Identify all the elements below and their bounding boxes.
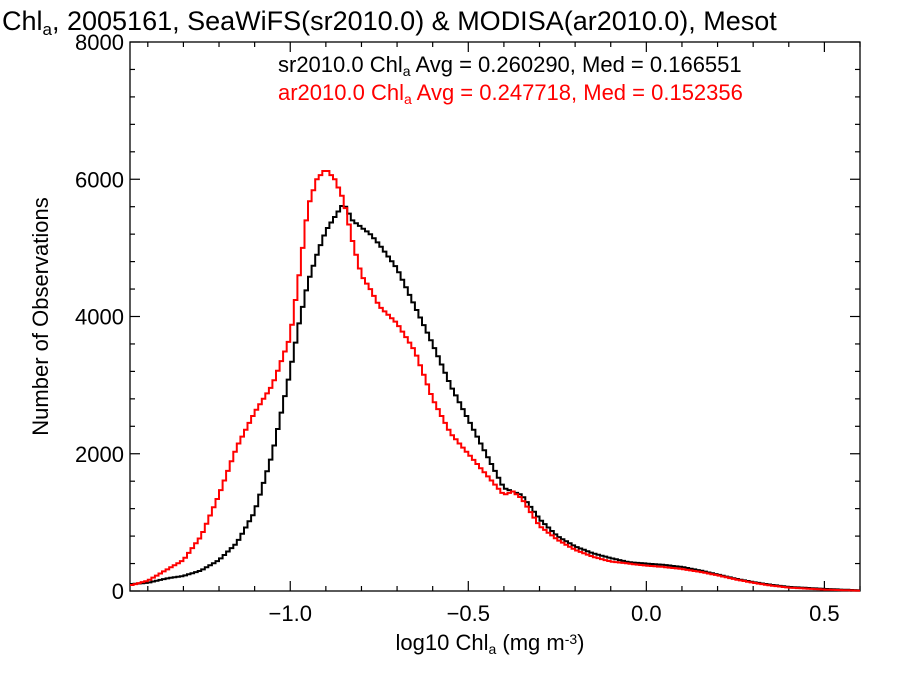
- series-line-ar2010.0: [130, 170, 860, 592]
- y-tick-label: 0: [112, 579, 124, 604]
- text-part: ar2010.0 Chl: [278, 80, 404, 105]
- text-part: Avg = 0.260290, Med = 0.166551: [411, 52, 742, 77]
- text-part: a: [488, 641, 496, 657]
- series-line-sr2010.0: [130, 205, 860, 592]
- y-tick-label: 8000: [75, 30, 124, 55]
- y-tick-label: 4000: [75, 305, 124, 330]
- text-part: , 2005161, SeaWiFS(sr2010.0) & MODISA(ar…: [52, 6, 777, 36]
- text-part: Avg = 0.247718, Med = 0.152356: [412, 80, 743, 105]
- x-tick-label: 0.0: [631, 601, 662, 626]
- text-part: a: [404, 91, 412, 107]
- y-axis: 0 2000 4000 6000 8000: [75, 30, 860, 604]
- x-tick-label: −0.5: [447, 601, 490, 626]
- text-part: a: [403, 63, 411, 79]
- text-part: -3: [565, 631, 578, 647]
- plot-frame: [129, 41, 861, 592]
- y-tick-label: 2000: [75, 442, 124, 467]
- chart-title: Chla, 2005161, SeaWiFS(sr2010.0) & MODIS…: [2, 6, 777, 39]
- series-layer: [130, 170, 860, 592]
- text-part: ): [577, 630, 584, 655]
- y-tick-label: 6000: [75, 167, 124, 192]
- y-axis-label: Number of Observations: [28, 197, 53, 435]
- text-part: log10 Chl: [396, 630, 489, 655]
- legend-entry-ar2010.0: ar2010.0 Chla Avg = 0.247718, Med = 0.15…: [278, 80, 743, 107]
- text-part: a: [43, 20, 53, 39]
- text-part: sr2010.0 Chl: [278, 52, 403, 77]
- text-part: (mg m: [496, 630, 564, 655]
- x-axis-label: log10 Chla (mg m-3): [396, 630, 585, 657]
- x-tick-label: 0.5: [809, 601, 840, 626]
- x-tick-label: −1.0: [269, 601, 312, 626]
- text-part: Chl: [2, 6, 43, 36]
- x-axis: −1.0 −0.5 0.0 0.5: [147, 42, 861, 626]
- legend: sr2010.0 Chla Avg = 0.260290, Med = 0.16…: [278, 52, 743, 107]
- legend-entry-sr2010.0: sr2010.0 Chla Avg = 0.260290, Med = 0.16…: [278, 52, 742, 79]
